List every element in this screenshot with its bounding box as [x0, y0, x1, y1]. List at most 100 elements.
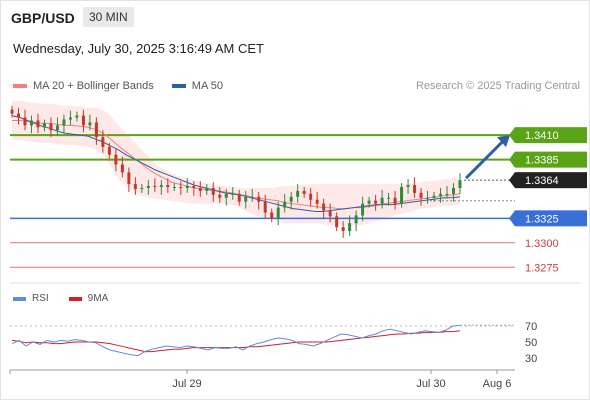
candle-body	[140, 188, 144, 189]
candle-body	[153, 186, 157, 188]
candle-body	[328, 210, 332, 217]
candle-body	[439, 193, 443, 196]
candle-body	[250, 196, 254, 198]
candle-body	[354, 215, 358, 224]
bollinger-band-layer	[12, 100, 460, 226]
candle-body	[452, 188, 456, 194]
candle-body	[367, 200, 371, 204]
candle-body	[361, 203, 365, 216]
candle-body	[276, 207, 280, 219]
candle-body	[94, 122, 98, 138]
candle-body	[335, 216, 339, 228]
candle-body	[413, 185, 417, 193]
candle-body	[380, 197, 384, 204]
candle-body	[81, 115, 85, 126]
candle-body	[302, 190, 306, 194]
rsi-tick-70: 70	[525, 321, 537, 333]
level-label-1.3410: 1.3410	[525, 130, 559, 142]
candle-body	[23, 117, 27, 126]
x-axis: Jul 29 Jul 30 Aug 6	[9, 370, 511, 390]
level-tag-pointer	[509, 210, 515, 227]
rsi-ma-swatch	[68, 296, 82, 301]
candle-body	[185, 186, 189, 188]
candle-body	[406, 185, 410, 188]
levels-layer	[10, 134, 515, 268]
candle-body	[16, 113, 20, 118]
price-labels-layer: 1.3410 1.3385 1.3325 1.3300 1.3275 1.3364	[509, 127, 587, 274]
candle-body	[348, 223, 352, 232]
rsi-legend-label: RSI	[32, 293, 49, 304]
candle-body	[270, 212, 274, 219]
level-label-1.3300: 1.3300	[525, 238, 559, 250]
candle-body	[198, 188, 202, 191]
candle-body	[36, 120, 40, 128]
candle-body	[120, 164, 124, 173]
candle-body	[218, 194, 222, 198]
candle-body	[211, 188, 215, 195]
ma50-swatch	[171, 84, 186, 88]
ma20-legend-label: MA 20 + Bollinger Bands	[33, 80, 154, 92]
level-tag-pointer	[509, 151, 515, 168]
candle-body	[257, 196, 261, 202]
current-price-label: 1.3364	[525, 175, 559, 187]
rsi-swatch	[13, 296, 26, 301]
candle-body	[107, 146, 111, 155]
candle-body	[127, 172, 131, 185]
current-price-pointer	[509, 172, 515, 189]
timeframe-badge[interactable]: 30 MIN	[83, 7, 134, 27]
candle-body	[426, 197, 430, 199]
candle-body	[224, 193, 228, 198]
current-price-tag	[515, 172, 587, 189]
candle-body	[315, 199, 319, 204]
candle-body	[101, 137, 105, 147]
rsi-panel: 70 50 30	[10, 321, 537, 365]
rsi-tick-30: 30	[525, 353, 537, 365]
candle-body	[62, 119, 66, 126]
level-tag-1.3325	[515, 210, 587, 227]
candle-body	[445, 193, 449, 195]
candle-body	[244, 196, 248, 202]
candle-body	[432, 195, 436, 198]
candle-body	[192, 186, 196, 188]
candle-body	[49, 123, 53, 131]
candle-body	[322, 203, 326, 211]
level-label-1.3385: 1.3385	[525, 155, 559, 167]
ma20-swatch	[13, 84, 27, 88]
level-tag-1.3410	[515, 127, 587, 144]
candle-body	[458, 180, 462, 188]
candle-body	[400, 187, 404, 204]
rsi-legend: RSI 9MA	[13, 293, 108, 304]
candle-body	[205, 188, 209, 191]
candle-body	[237, 193, 241, 202]
candle-body	[374, 200, 378, 204]
moving-averages-layer	[11, 115, 461, 212]
level-tag-pointer	[509, 127, 515, 144]
candle-body	[231, 193, 235, 195]
credit-text: Research © 2025 Trading Central	[415, 80, 580, 92]
level-tag-1.3385	[515, 151, 587, 168]
level-label-1.3325: 1.3325	[525, 213, 559, 225]
candle-body	[133, 184, 137, 189]
candle-body	[166, 185, 170, 188]
candle-body	[88, 122, 92, 126]
candle-body	[263, 201, 267, 213]
candle-body	[172, 187, 176, 189]
rsi-line	[11, 324, 461, 357]
candles-layer	[10, 105, 462, 238]
forecast-arrow-shaft	[464, 139, 506, 180]
candle-body	[309, 193, 313, 200]
candle-body	[10, 109, 14, 114]
forecast-arrow-head	[497, 135, 510, 148]
timestamp: Wednesday, July 30, 2025 3:16:49 AM CET	[13, 41, 264, 56]
candle-body	[341, 227, 345, 232]
candle-body	[68, 117, 72, 120]
candle-body	[179, 187, 183, 189]
candle-body	[393, 197, 397, 204]
bollinger-band	[12, 100, 460, 226]
ma50-legend-label: MA 50	[191, 80, 223, 92]
candle-body	[146, 186, 150, 188]
rsi-tick-50: 50	[525, 337, 537, 349]
ma50-line	[11, 115, 461, 212]
candle-body	[42, 123, 46, 128]
